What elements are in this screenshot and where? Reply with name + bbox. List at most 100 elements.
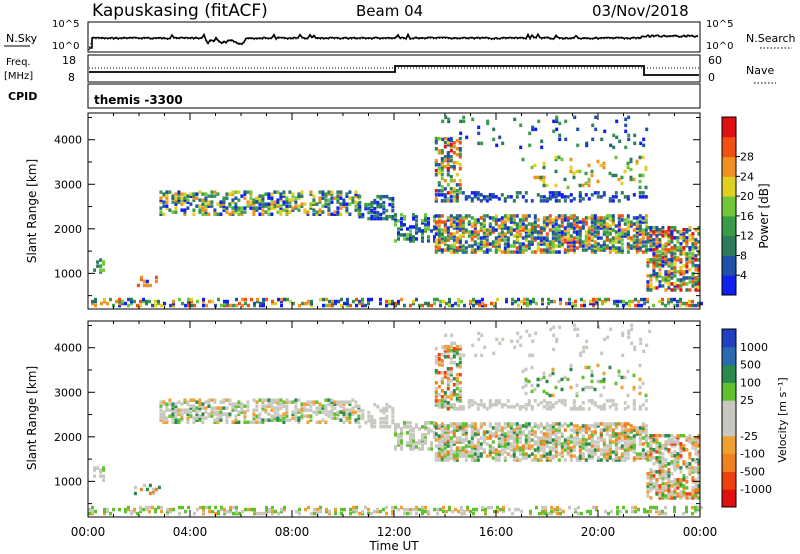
range-gate-cell [145,279,149,284]
range-gate-cell [587,179,591,184]
range-gate-cell [434,244,438,248]
range-gate-cell [569,440,573,444]
range-gate-cell [433,297,436,302]
range-gate-cell [476,407,480,411]
range-gate-cell [294,200,298,204]
range-gate-cell [324,398,328,402]
range-gate-cell [448,299,451,304]
range-gate-cell [596,448,600,452]
range-gate-cell [262,303,265,308]
range-gate-cell [490,505,493,510]
range-gate-cell [694,496,698,500]
range-gate-cell [558,121,562,126]
range-gate-cell [361,301,364,306]
range-gate-cell [225,210,229,214]
range-gate-cell [682,476,686,480]
range-gate-cell [470,438,474,442]
range-gate-cell [280,299,283,304]
range-gate-cell [649,278,653,282]
range-gate-cell [458,191,462,195]
range-gate-cell [691,236,695,240]
range-gate-cell [641,218,645,222]
range-gate-cell [509,454,513,458]
range-gate-cell [691,466,695,470]
range-gate-cell [667,494,671,498]
range-gate-cell [210,410,214,414]
range-gate-cell [524,244,528,248]
range-gate-cell [446,440,450,444]
range-gate-cell [430,447,433,451]
range-gate-cell [412,301,415,306]
range-gate-cell [333,402,337,406]
range-gate-cell [321,210,325,214]
range-gate-cell [400,435,403,439]
range-gate-cell [443,238,447,242]
range-gate-cell [697,462,701,466]
range-gate-cell [652,486,656,490]
range-gate-cell [252,202,256,206]
range-gate-cell [264,398,268,402]
range-gate-cell [575,236,579,240]
range-gate-cell [231,402,235,406]
range-gate-cell [207,212,211,216]
range-gate-cell [385,303,388,308]
range-gate-cell [91,299,94,304]
range-gate-cell [614,422,618,426]
range-gate-cell [599,226,603,230]
range-gate-cell [569,214,573,218]
range-gate-cell [267,212,271,216]
range-gate-cell [584,428,588,432]
range-gate-cell [557,452,561,456]
range-gate-cell [403,237,406,241]
range-gate-cell [602,454,606,458]
range-gate-cell [168,190,172,194]
range-gate-cell [394,431,397,435]
range-gate-cell [142,297,145,302]
range-gate-cell [171,412,175,416]
range-gate-cell [589,299,592,304]
range-gate-cell [563,218,567,222]
range-gate-cell [694,240,698,244]
range-gate-cell [222,398,226,402]
range-gate-cell [545,199,549,203]
range-gate-cell [370,420,374,425]
range-gate-cell [342,420,346,424]
range-gate-cell [500,430,504,434]
range-gate-cell [670,230,674,234]
range-gate-cell [580,511,583,516]
range-gate-cell [554,228,558,232]
range-gate-cell [503,456,507,460]
range-gate-cell [261,406,265,410]
range-gate-cell [379,424,383,429]
range-gate-cell [276,418,280,422]
range-gate-cell [252,412,256,416]
range-gate-cell [539,442,543,446]
range-gate-cell [560,432,564,436]
range-gate-cell [518,191,522,195]
range-gate-cell [437,399,441,403]
range-gate-cell [415,511,418,516]
range-gate-cell [626,161,630,166]
range-gate-cell [201,414,205,418]
range-gate-cell [623,430,627,434]
range-gate-cell [649,446,653,450]
range-gate-cell [691,505,694,510]
range-gate-cell [253,507,256,512]
range-gate-cell [443,193,447,197]
range-gate-cell [649,444,653,448]
range-gate-cell [688,303,691,308]
range-gate-cell [685,438,689,442]
range-gate-cell [652,476,656,480]
range-gate-cell [590,369,594,374]
range-gate-cell [473,452,477,456]
range-gate-cell [497,436,501,440]
range-gate-cell [418,507,421,512]
range-gate-cell [542,442,546,446]
range-gate-cell [342,406,346,410]
range-gate-cell [343,301,346,306]
range-gate-cell [676,456,680,460]
range-gate-cell [661,256,665,260]
range-gate-cell [536,383,540,388]
range-gate-cell [373,402,377,407]
range-gate-cell [596,248,600,252]
